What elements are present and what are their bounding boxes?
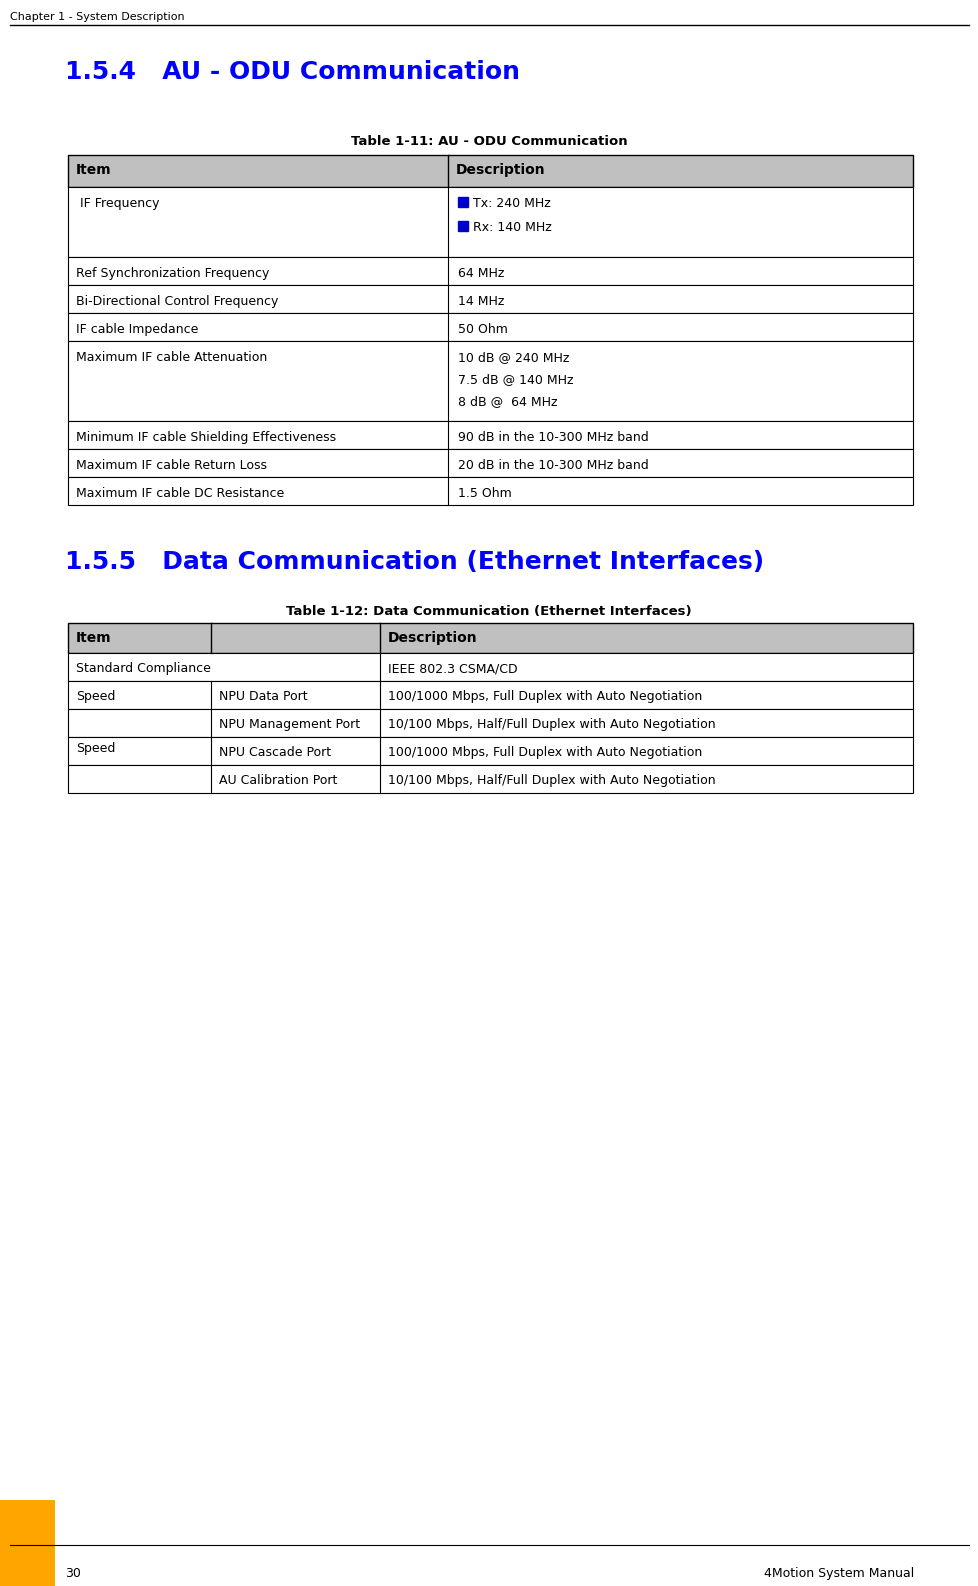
Bar [67,341,912,420]
Bar [67,420,912,449]
Text: Item: Item [76,631,111,646]
Text: 50 Ohm: 50 Ohm [458,324,508,336]
Bar [67,312,912,341]
Text: NPU Cascade Port: NPU Cascade Port [219,745,331,760]
Text: 8 dB @  64 MHz: 8 dB @ 64 MHz [458,395,556,408]
Bar [67,764,912,793]
Bar [67,187,912,257]
Bar [67,285,912,312]
Text: Speed: Speed [76,690,115,703]
Text: Description: Description [387,631,477,646]
Text: 1.5 Ohm: 1.5 Ohm [458,487,511,500]
Text: IEEE 802.3 CSMA/CD: IEEE 802.3 CSMA/CD [387,661,517,676]
Text: 30: 30 [65,1567,81,1580]
Text: 10/100 Mbps, Half/Full Duplex with Auto Negotiation: 10/100 Mbps, Half/Full Duplex with Auto … [387,774,715,787]
Bar [67,680,912,709]
Text: 20 dB in the 10-300 MHz band: 20 dB in the 10-300 MHz band [458,458,648,473]
Text: Bi-Directional Control Frequency: Bi-Directional Control Frequency [76,295,278,308]
Text: 10/100 Mbps, Half/Full Duplex with Auto Negotiation: 10/100 Mbps, Half/Full Duplex with Auto … [387,718,715,731]
Bar [67,737,912,764]
Text: NPU Management Port: NPU Management Port [219,718,360,731]
Bar [67,709,912,737]
Text: 64 MHz: 64 MHz [458,266,504,281]
Text: IF cable Impedance: IF cable Impedance [76,324,199,336]
Text: Item: Item [76,163,111,178]
Text: 14 MHz: 14 MHz [458,295,504,308]
Text: 1.5.5   Data Communication (Ethernet Interfaces): 1.5.5 Data Communication (Ethernet Inter… [65,550,764,574]
Text: Table 1-12: Data Communication (Ethernet Interfaces): Table 1-12: Data Communication (Ethernet… [286,604,691,619]
Text: Chapter 1 - System Description: Chapter 1 - System Description [10,13,185,22]
Text: Tx: 240 MHz: Tx: 240 MHz [472,197,551,209]
Text: Standard Compliance: Standard Compliance [76,661,210,676]
Text: 100/1000 Mbps, Full Duplex with Auto Negotiation: 100/1000 Mbps, Full Duplex with Auto Neg… [387,745,701,760]
Bar [67,155,912,187]
Text: IF Frequency: IF Frequency [76,197,159,209]
Bar [0,1500,55,1586]
Bar [458,220,467,232]
Text: NPU Data Port: NPU Data Port [219,690,307,703]
Bar [67,257,912,285]
Text: Description: Description [456,163,545,178]
Bar [67,449,912,477]
Bar [458,197,467,208]
Text: 10 dB @ 240 MHz: 10 dB @ 240 MHz [458,351,569,365]
Text: Minimum IF cable Shielding Effectiveness: Minimum IF cable Shielding Effectiveness [76,431,335,444]
Text: 100/1000 Mbps, Full Duplex with Auto Negotiation: 100/1000 Mbps, Full Duplex with Auto Neg… [387,690,701,703]
Text: 90 dB in the 10-300 MHz band: 90 dB in the 10-300 MHz band [458,431,648,444]
Text: Maximum IF cable DC Resistance: Maximum IF cable DC Resistance [76,487,284,500]
Text: Speed: Speed [76,742,115,755]
Text: Table 1-11: AU - ODU Communication: Table 1-11: AU - ODU Communication [350,135,627,147]
Text: 7.5 dB @ 140 MHz: 7.5 dB @ 140 MHz [458,373,573,385]
Text: Rx: 140 MHz: Rx: 140 MHz [472,220,552,235]
Text: Ref Synchronization Frequency: Ref Synchronization Frequency [76,266,269,281]
Bar [67,623,912,653]
Text: Maximum IF cable Attenuation: Maximum IF cable Attenuation [76,351,267,365]
Bar [67,477,912,504]
Bar [67,653,912,680]
Text: AU Calibration Port: AU Calibration Port [219,774,337,787]
Text: 1.5.4   AU - ODU Communication: 1.5.4 AU - ODU Communication [65,60,519,84]
Text: Maximum IF cable Return Loss: Maximum IF cable Return Loss [76,458,267,473]
Text: 4Motion System Manual: 4Motion System Manual [763,1567,913,1580]
